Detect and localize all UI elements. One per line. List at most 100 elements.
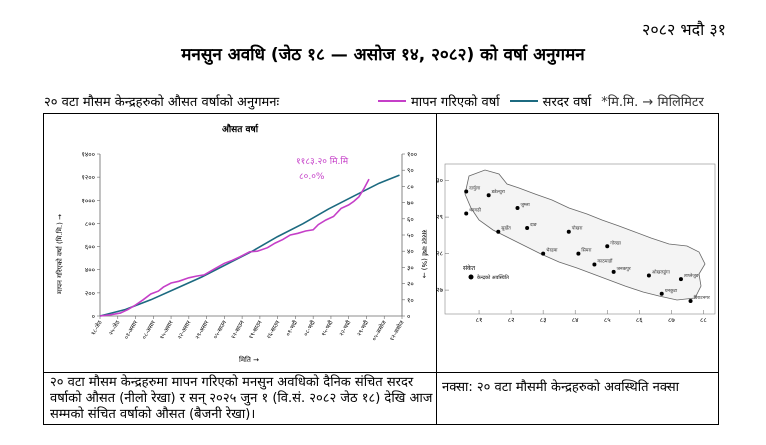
- x-tick-label: ०५-साउन: [213, 319, 229, 340]
- y-left-tick-label: २००: [85, 289, 95, 297]
- y-left-tick-label: ८००: [85, 220, 95, 228]
- x-tick-label: ०८-असार: [142, 319, 158, 340]
- x-tick-label: १५-भदौ: [319, 319, 335, 338]
- station-marker: [592, 262, 597, 267]
- y-axis-left-label: मापन गरिएको वर्षा (मि.मि.) →: [55, 214, 64, 294]
- x-tick-label: १८-जेठ: [89, 318, 104, 336]
- map-lon-label: ८८: [700, 316, 707, 324]
- x-tick-label: २९-असार: [195, 319, 211, 340]
- map-lon-label: ८३: [540, 316, 547, 324]
- annotation-percent: ८०.०%: [299, 172, 325, 182]
- station-marker: [611, 269, 616, 274]
- y-left-tick-label: १२००: [81, 174, 95, 182]
- map-legend-dot: [468, 274, 474, 280]
- map-lat-label: २९: [437, 213, 443, 221]
- y-right-tick-label: १०: [407, 296, 414, 304]
- x-tick-label: १२-असोज: [388, 318, 406, 342]
- x-axis-label: मिति →: [239, 355, 259, 364]
- station-marker: [678, 277, 683, 282]
- page-title: मनसुन अवधि (जेठ १८ — असोज १४, २०८२) को व…: [181, 45, 585, 65]
- map-lat-label: ३०: [437, 177, 443, 185]
- x-tick-label: २२-असार: [177, 319, 193, 340]
- station-marker: [659, 291, 664, 296]
- legend-measured-swatch: [378, 100, 406, 102]
- nepal-outline: [464, 169, 706, 301]
- series-line-normal: [99, 174, 400, 317]
- station-label: भैरहवा: [546, 247, 558, 254]
- station-label: सिमरा: [581, 247, 592, 254]
- station-label: जनकपुर: [617, 267, 631, 272]
- station-label: ओखलढुंगा: [652, 269, 671, 276]
- station-label: काठमाडौं: [597, 258, 613, 265]
- x-tick-label: २२-भदौ: [337, 319, 353, 338]
- station-marker: [496, 229, 501, 234]
- legend-unit-note: *मि.मि. → मिलिमिटर: [601, 95, 704, 110]
- legend-normal: सरदर वर्षा: [509, 92, 592, 110]
- y-right-tick-label: १००: [407, 151, 417, 159]
- station-label: धनकुटा: [665, 289, 678, 294]
- station-marker: [464, 211, 469, 216]
- map-lon-label: ८६: [636, 316, 643, 324]
- y-axis-right-label: सरदर वर्षा (%) →: [420, 230, 429, 279]
- chart-caption: २० वटा मौसम केन्द्रहरुमा मापन गरिएको मनस…: [50, 375, 433, 422]
- content-frame: [43, 113, 719, 425]
- chart-subtitle: २० वटा मौसम केन्द्रहरुको औसत वर्षाको अनु…: [44, 95, 280, 110]
- y-right-tick-label: ९०: [407, 167, 414, 175]
- annotation-value: ११८३.२० मि.मि: [296, 155, 349, 167]
- series-line-measured: [99, 178, 370, 317]
- y-left-tick-label: ६००: [85, 243, 95, 251]
- x-tick-label: २९-भदौ: [355, 319, 371, 338]
- frame-horizontal-divider: [43, 372, 719, 373]
- map-lat-label: २८: [437, 250, 444, 258]
- station-label: डडेल्धुरा: [491, 188, 506, 195]
- map-legend-label: केन्द्रको अवस्थिति: [477, 274, 509, 281]
- map-lon-label: ८७: [668, 316, 675, 324]
- station-label: सुर्खेत: [501, 225, 511, 232]
- legend-normal-swatch: [509, 100, 538, 102]
- x-tick-label: २५-जेठ: [107, 318, 122, 336]
- y-right-tick-label: ०: [407, 313, 410, 321]
- station-marker: [605, 244, 610, 249]
- x-tick-label: ०१-असार: [124, 319, 140, 340]
- station-marker: [646, 273, 651, 278]
- y-right-tick-label: ५०: [407, 232, 414, 240]
- report-date: २०८२ भदौ ३१: [642, 20, 726, 39]
- station-label: ताप्लेजुङ: [684, 272, 700, 279]
- y-right-tick-label: ४०: [407, 248, 414, 256]
- station-marker: [688, 299, 693, 304]
- y-left-tick-label: ४००: [85, 266, 95, 274]
- station-marker: [515, 205, 520, 210]
- station-label: पोखरा: [572, 225, 583, 232]
- legend-normal-label: सरदर वर्षा: [542, 95, 592, 110]
- station-marker: [525, 226, 530, 231]
- map-lon-label: ८२: [508, 316, 515, 324]
- station-marker: [566, 229, 571, 234]
- y-right-tick-label: ८०: [407, 183, 414, 191]
- station-label: दार्चुला: [469, 185, 481, 192]
- station-marker: [464, 189, 469, 194]
- y-right-tick-label: ७०: [407, 199, 414, 207]
- map-lat-label: २७: [437, 286, 444, 294]
- legend-measured-label: मापन गरिएको वर्षा: [411, 95, 500, 110]
- map-legend-heading: संकेत: [463, 264, 476, 272]
- y-left-tick-label: ०: [92, 313, 95, 321]
- station-map: ३० २९ २८ २७ ८१ ८२ ८३ ८४ ८५ ८६ ८७ ८८ दार्चुला डडेल्धु…: [437, 163, 716, 324]
- x-tick-label: १५-असार: [159, 319, 175, 340]
- y-left-tick-label: १०००: [81, 197, 95, 205]
- station-marker: [541, 251, 546, 256]
- rainfall-chart: औसत वर्षा ० २०० ४०० ६०० ८०० १००० १२०० १४०० ० १० २…: [55, 123, 429, 364]
- station-label: दाङ: [530, 223, 538, 228]
- map-frame: [444, 163, 716, 315]
- station-label: गोरखा: [610, 239, 621, 246]
- y-left-tick-label: १४००: [81, 151, 95, 159]
- legend: मापन गरिएको वर्षा सरदर वर्षा *मि.मि. → म…: [378, 92, 704, 110]
- station-label: जुम्ला: [521, 203, 531, 208]
- station-marker: [576, 251, 581, 256]
- station-label: धनगढी: [469, 206, 482, 213]
- frame-vertical-divider: [436, 113, 437, 425]
- map-caption: नक्सा: २० वटा मौसमी केन्द्रहरुको अवस्थित…: [442, 380, 680, 395]
- map-lon-label: ८४: [572, 316, 579, 324]
- x-tick-label: ०१-भदौ: [284, 319, 300, 338]
- x-tick-label: १९-साउन: [248, 319, 264, 340]
- x-tick-label: ०५-असोज: [370, 318, 388, 342]
